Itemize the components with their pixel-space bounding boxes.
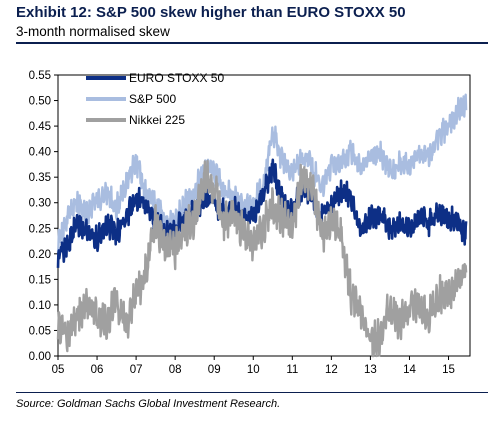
x-tick-label: 10 [247, 364, 260, 376]
legend-label-euro-stoxx-50: EURO STOXX 50 [129, 71, 224, 85]
x-tick-label: 15 [442, 364, 455, 376]
y-tick-label: 0.45 [29, 121, 51, 133]
x-tick-label: 07 [130, 364, 143, 376]
y-tick-label: 0.55 [29, 70, 51, 82]
x-tick-label: 06 [91, 364, 104, 376]
chart-subtitle: 3-month normalised skew [16, 24, 170, 39]
x-tick-label: 08 [169, 364, 182, 376]
x-tick-label: 11 [286, 364, 298, 376]
y-tick-label: 0.40 [29, 147, 51, 159]
x-tick-label: 05 [52, 364, 65, 376]
source-note: Source: Goldman Sachs Global Investment … [16, 398, 281, 410]
x-tick-label: 09 [208, 364, 221, 376]
chart-title: Exhibit 12: S&P 500 skew higher than EUR… [16, 4, 406, 21]
series-line-nikkei-225 [56, 159, 468, 358]
x-tick-label: 14 [403, 364, 416, 376]
y-tick-label: 0.25 [29, 223, 51, 235]
y-tick-label: 0.15 [29, 274, 51, 286]
series-layer [56, 93, 468, 358]
y-tick-label: 0.10 [29, 300, 51, 312]
series-line-euro-stoxx-50 [56, 158, 468, 268]
chart-legend: EURO STOXX 50 S&P 500 Nikkei 225 [86, 71, 224, 127]
y-tick-label: 0.50 [29, 96, 51, 108]
series-line-s-p-500 [56, 93, 468, 253]
title-divider [16, 42, 488, 44]
y-tick-label: 0.05 [29, 325, 51, 337]
y-tick-label: 0.30 [29, 198, 51, 210]
source-divider [16, 392, 488, 393]
plot-frame [57, 74, 471, 357]
chart-axes: 0.00 0.05 0.10 0.15 0.20 0.25 0.30 0.35 0.40 0.45… [29, 70, 471, 376]
legend-label-s-p-500: S&P 500 [129, 92, 176, 106]
legend-label-nikkei-225: Nikkei 225 [129, 113, 185, 127]
line-chart: 0.00 0.05 0.10 0.15 0.20 0.25 0.30 0.35 0.40 0.45… [29, 70, 471, 376]
x-tick-label: 13 [364, 364, 377, 376]
x-tick-label: 12 [325, 364, 338, 376]
y-tick-label: 0.00 [29, 351, 51, 363]
y-tick-label: 0.35 [29, 172, 51, 184]
y-tick-label: 0.20 [29, 249, 51, 261]
